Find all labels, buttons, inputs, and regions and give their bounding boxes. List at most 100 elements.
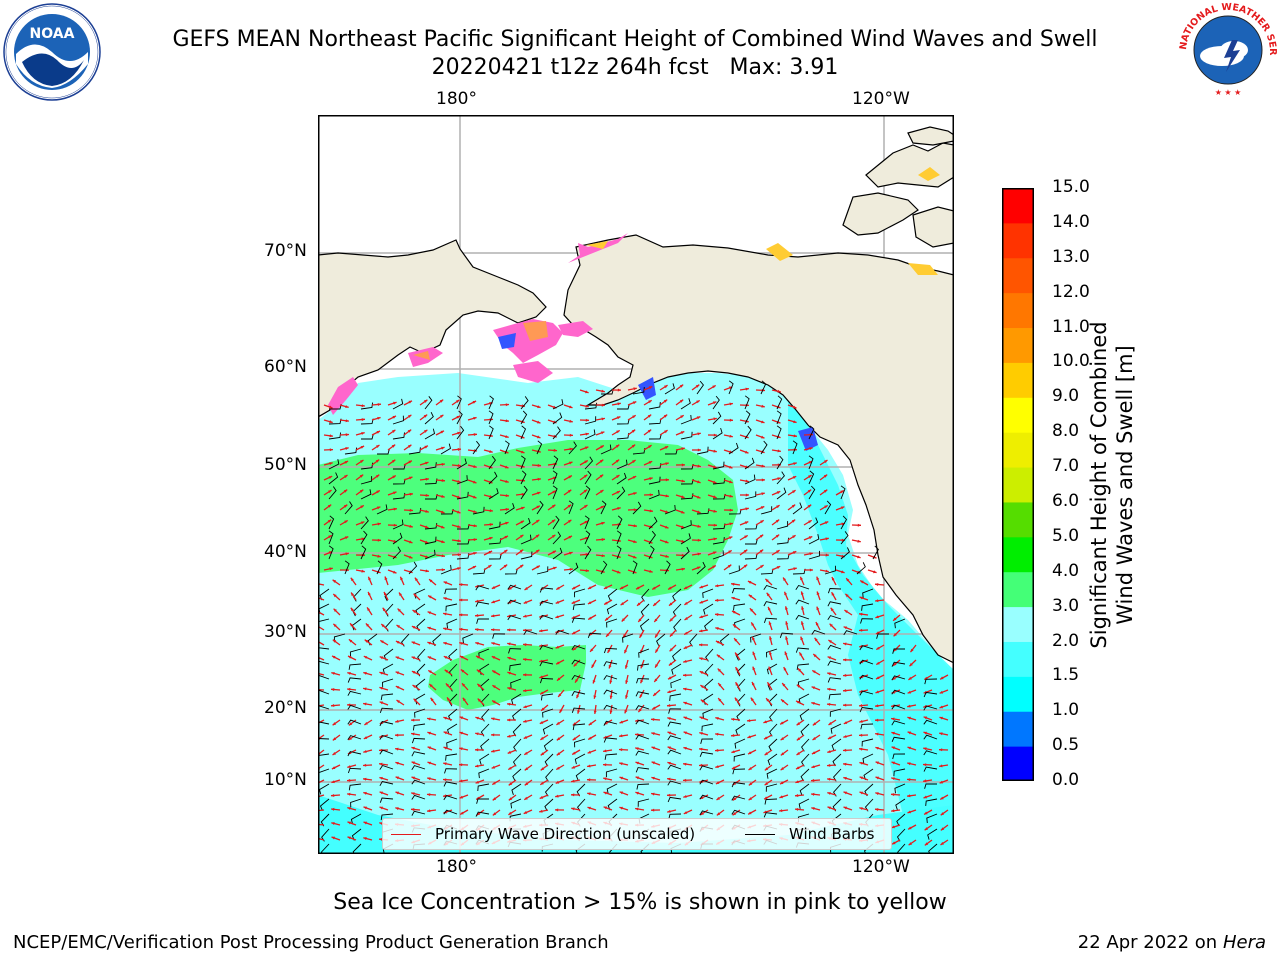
wind-barb bbox=[827, 588, 842, 594]
wave-direction-arrowhead bbox=[653, 692, 657, 696]
wind-barb bbox=[411, 794, 426, 800]
wave-direction-arrowhead bbox=[823, 474, 828, 478]
wind-barb bbox=[392, 478, 406, 485]
wave-direction-arrowhead bbox=[333, 623, 337, 628]
wave-direction-arrowhead bbox=[571, 793, 575, 797]
wave-direction-arrowhead bbox=[331, 822, 335, 825]
wave-direction-arrowhead bbox=[440, 414, 444, 418]
wave-direction-arrowhead bbox=[503, 564, 508, 568]
wind-barb bbox=[862, 588, 874, 598]
wave-direction-arrowhead bbox=[843, 658, 847, 662]
wind-barb bbox=[456, 425, 465, 440]
wave-direction-arrowhead bbox=[729, 402, 733, 406]
land-arctic-island-3 bbox=[912, 206, 954, 248]
wave-direction-arrowhead bbox=[523, 719, 527, 723]
wave-direction-arrowhead bbox=[752, 666, 756, 671]
wave-direction-arrowhead bbox=[599, 474, 604, 478]
wind-barb bbox=[733, 753, 746, 762]
wave-direction-arrowhead bbox=[816, 606, 820, 611]
wave-direction-arrowhead bbox=[796, 722, 801, 726]
wave-direction-arrowhead bbox=[344, 520, 348, 524]
wave-direction-arrowhead bbox=[784, 651, 788, 655]
wave-direction-arrowhead bbox=[859, 776, 863, 780]
wave-direction-arrowhead bbox=[559, 709, 563, 713]
wave-direction-arrowhead bbox=[443, 656, 448, 659]
wave-direction-arrowhead bbox=[619, 720, 623, 724]
wind-barb bbox=[860, 618, 874, 624]
wind-barb bbox=[382, 663, 394, 675]
wave-direction-arrowhead bbox=[375, 459, 380, 463]
wind-barb bbox=[575, 768, 586, 781]
wave-direction-arrowhead bbox=[556, 586, 560, 590]
wind-barb bbox=[824, 565, 836, 575]
wind-barb bbox=[635, 705, 650, 711]
wind-barb bbox=[477, 783, 490, 792]
wind-barb bbox=[607, 588, 618, 601]
wave-direction-arrowhead bbox=[697, 566, 701, 570]
wave-direction-arrowhead bbox=[779, 795, 783, 799]
wave-direction-arrowhead bbox=[683, 811, 688, 814]
wind-barb bbox=[539, 587, 554, 593]
wind-barb bbox=[539, 614, 554, 620]
wind-barb bbox=[927, 828, 938, 840]
wind-barb bbox=[668, 813, 682, 820]
wave-direction-arrowhead bbox=[747, 719, 751, 723]
wave-direction-arrowhead bbox=[491, 656, 496, 659]
wind-barb bbox=[456, 410, 463, 425]
wave-direction-arrowhead bbox=[601, 538, 605, 542]
footer-date-text: 22 Apr 2022 on bbox=[1077, 932, 1223, 953]
wave-direction-arrowhead bbox=[859, 612, 863, 616]
wind-barb bbox=[507, 584, 522, 590]
wave-direction-arrowhead bbox=[638, 618, 642, 622]
wave-direction-arrowhead bbox=[699, 615, 703, 619]
wave-direction-arrowhead bbox=[459, 583, 463, 587]
wind-barb bbox=[512, 768, 522, 781]
wave-direction-arrowhead bbox=[381, 624, 385, 628]
wave-direction-arrowhead bbox=[875, 615, 879, 619]
wind-barb bbox=[539, 645, 554, 651]
wind-barb bbox=[536, 566, 549, 575]
wave-direction-arrowhead bbox=[425, 461, 429, 465]
wave-direction-arrowhead bbox=[940, 812, 945, 816]
wave-direction-arrowhead bbox=[573, 663, 577, 667]
wind-barb bbox=[840, 485, 846, 500]
wave-direction-arrowhead bbox=[891, 777, 895, 781]
wave-direction-arrowhead bbox=[379, 806, 383, 810]
wave-direction-arrowhead bbox=[569, 567, 573, 571]
wave-direction-arrowhead bbox=[844, 610, 848, 614]
wave-direction-arrowhead bbox=[427, 731, 431, 735]
wave-direction-arrowhead bbox=[816, 591, 820, 595]
wave-direction-arrowhead bbox=[347, 672, 351, 675]
wave-direction-arrow bbox=[318, 656, 325, 661]
wave-direction-arrowhead bbox=[824, 460, 828, 464]
wind-barb bbox=[808, 550, 820, 560]
wave-direction-arrowhead bbox=[329, 420, 333, 424]
wind-barb bbox=[393, 464, 406, 470]
wave-direction-arrowhead bbox=[505, 435, 509, 438]
wind-barb bbox=[891, 675, 906, 681]
wave-direction-arrowhead bbox=[489, 509, 493, 513]
colorbar-cell bbox=[1002, 257, 1034, 294]
wave-direction-arrowhead bbox=[715, 732, 719, 736]
wave-direction-arrowhead bbox=[585, 418, 589, 422]
wave-direction-arrowhead bbox=[443, 731, 448, 735]
wave-direction-arrowhead bbox=[843, 791, 847, 795]
wind-barb bbox=[379, 764, 394, 770]
wave-direction-arrowhead bbox=[923, 716, 928, 720]
wave-direction-arrowhead bbox=[683, 716, 687, 720]
wind-barb bbox=[584, 530, 591, 545]
wave-direction-arrowhead bbox=[655, 664, 659, 668]
wave-direction-arrowhead bbox=[523, 658, 527, 661]
wind-barb bbox=[617, 404, 630, 410]
wave-direction-arrowhead bbox=[665, 510, 669, 514]
wave-direction-arrowhead bbox=[571, 765, 576, 769]
wave-direction-arrowhead bbox=[329, 434, 333, 438]
wave-direction-arrowhead bbox=[875, 718, 879, 722]
wave-direction-arrowhead bbox=[329, 405, 333, 409]
wind-barb bbox=[347, 704, 362, 710]
wave-direction-arrowhead bbox=[696, 400, 700, 404]
wave-direction-arrowhead bbox=[489, 450, 493, 453]
wave-direction-arrowhead bbox=[345, 433, 349, 437]
wave-direction-arrowhead bbox=[780, 781, 784, 785]
wave-direction-arrowhead bbox=[812, 722, 817, 726]
